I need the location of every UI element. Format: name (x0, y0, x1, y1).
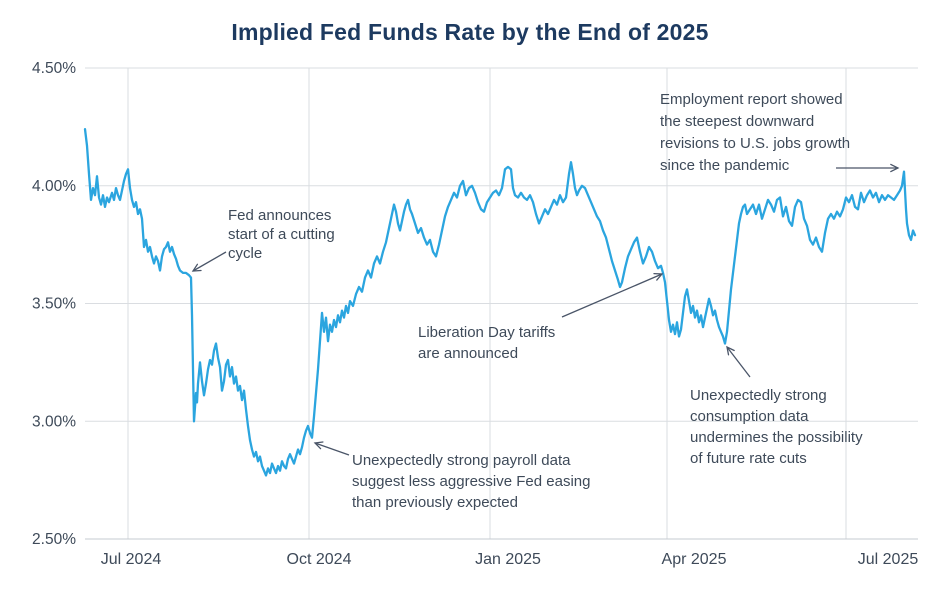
annotation-arrowhead (726, 345, 735, 356)
gridlines (85, 67, 918, 540)
annotation-arrowhead (653, 272, 664, 281)
annotation-arrow-line (314, 442, 350, 456)
x-tick-label: Apr 2025 (662, 551, 727, 568)
annotation-strong-consumption-data: Unexpectedly strong consumption data under… (690, 345, 863, 467)
y-tick-label: 3.00% (32, 413, 76, 430)
annotation-arrow-line (561, 273, 663, 318)
annotation-text: Fed announces start of a cutting cycle (228, 207, 335, 262)
y-tick-label: 2.50% (32, 531, 76, 548)
annotation-arrow-line (726, 346, 751, 378)
x-tick-label: Jul 2024 (101, 551, 162, 568)
annotation-arrowhead (191, 263, 202, 272)
x-tick-label: Jan 2025 (475, 551, 541, 568)
annotation-text: Unexpectedly strong consumption data under… (690, 387, 863, 467)
annotation-employment-report-revisions: Employment report showed the steepest dow… (660, 91, 900, 174)
annotation-text: Liberation Day tariffs are announced (418, 324, 555, 362)
annotation-text: Unexpectedly strong payroll data suggest … (352, 452, 590, 511)
annotation-strong-payroll-data: Unexpectedly strong payroll data suggest … (313, 441, 590, 511)
annotation-arrowhead (890, 163, 900, 173)
annotation-text: Employment report showed the steepest dow… (660, 91, 850, 174)
annotation-arrow-line (192, 251, 227, 272)
annotation-fed-cutting-cycle: Fed announces start of a cutting cycle (191, 207, 335, 272)
chart-title: Implied Fed Funds Rate by the End of 202… (231, 19, 709, 45)
y-tick-label: 4.50% (32, 60, 76, 77)
annotation-liberation-day-tariffs: Liberation Day tariffs are announced (418, 272, 664, 362)
x-tick-label: Oct 2024 (287, 551, 352, 568)
annotation-arrowhead (313, 441, 324, 450)
series-line-implied-fed-funds-rate-end-2025 (83, 128, 917, 477)
x-tick-label: Jul 2025 (858, 551, 919, 568)
y-tick-label: 3.50% (32, 296, 76, 313)
y-tick-label: 4.00% (32, 178, 76, 195)
